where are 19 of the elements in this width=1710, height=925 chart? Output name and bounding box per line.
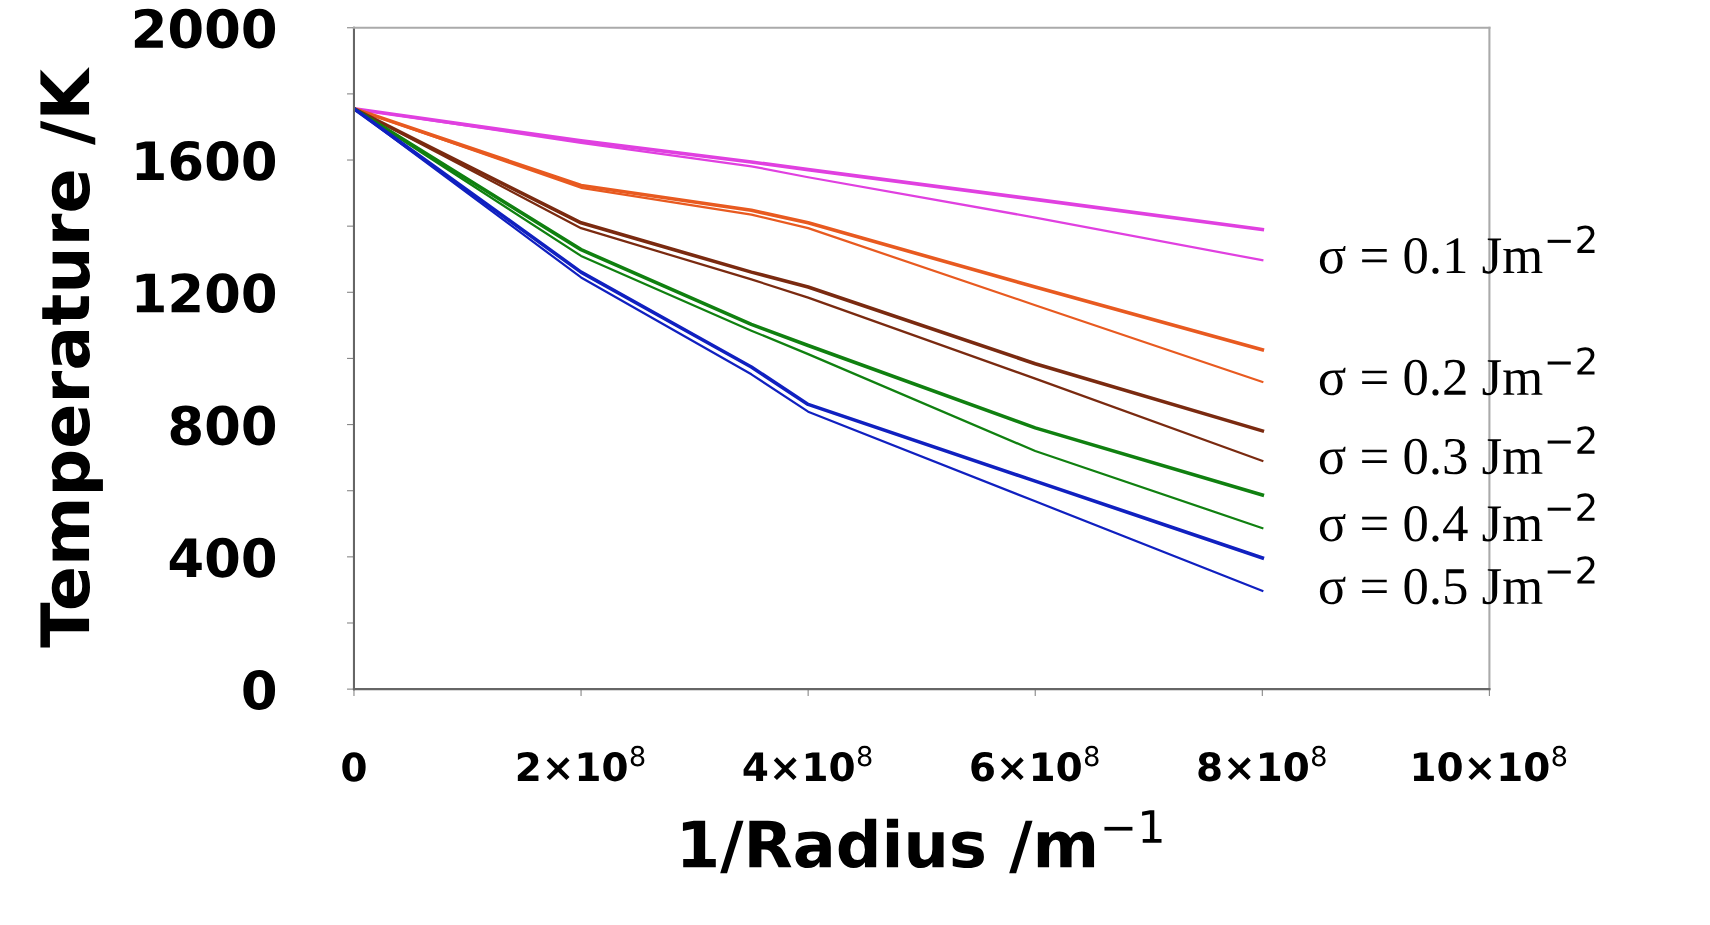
y-tick-label: 1600 — [136, 140, 276, 181]
x-tick-label: 6×10$^{8}$ — [971, 745, 1099, 782]
x-axis-title: 1/Radius /m$^{−1}$ — [682, 810, 1162, 874]
annotation: σ = 0.5 Jm$^{−2}$ — [1319, 556, 1595, 605]
x-tick-label: 2×10$^{8}$ — [517, 745, 645, 782]
annotation: σ = 0.4 Jm$^{−2}$ — [1319, 493, 1595, 542]
y-tick-label: 400 — [169, 537, 276, 578]
x-tick-label: 4×10$^{8}$ — [743, 745, 872, 782]
y-tick-label: 800 — [170, 405, 276, 446]
y-axis-title: Temperature /K — [40, 67, 103, 648]
y-tick-label: 2000 — [134, 8, 276, 49]
annotation: σ = 0.1 Jm$^{−2}$ — [1319, 225, 1595, 274]
annotation: σ = 0.2 Jm$^{−2}$ — [1319, 347, 1595, 396]
x-tick-label: 10×10$^{8}$ — [1413, 745, 1567, 782]
x-tick-label: 0 — [342, 752, 366, 782]
x-tick-label: 8×10$^{8}$ — [1198, 745, 1326, 782]
annotation: σ = 0.3 Jm$^{−2}$ — [1319, 426, 1595, 475]
y-tick-label: 0 — [243, 670, 276, 710]
y-tick-label: 1200 — [136, 273, 276, 314]
